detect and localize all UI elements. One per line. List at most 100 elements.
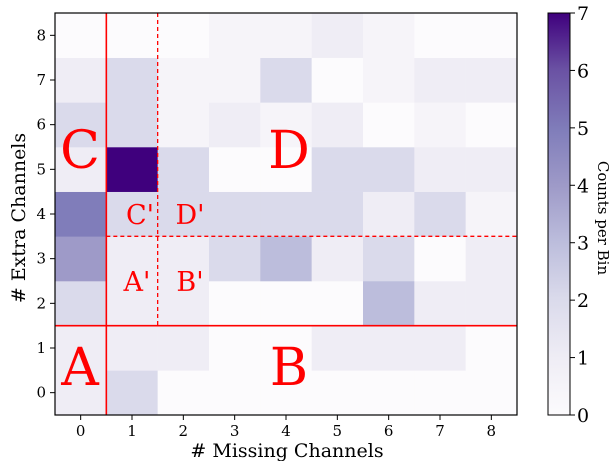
heatmap-cell <box>363 57 415 103</box>
heatmap-cell <box>363 191 415 237</box>
y-axis-ticks: 0 1 2 3 4 5 6 7 8 <box>36 26 55 402</box>
colorbar-tick-label: 6 <box>577 60 589 82</box>
colorbar <box>547 12 571 416</box>
region-label-c: C <box>60 121 100 181</box>
heatmap-cell <box>465 236 518 282</box>
colorbar-tick-label: 3 <box>577 233 589 255</box>
heatmap-cell <box>209 281 261 326</box>
heatmap-cell <box>311 57 364 103</box>
heatmap-cell <box>209 147 261 192</box>
heatmap-cell <box>209 57 261 103</box>
heatmap-cell <box>106 281 158 326</box>
heatmap-cell <box>414 370 466 416</box>
heatmap-cell <box>209 236 261 282</box>
y-tick-label: 7 <box>36 71 46 89</box>
heatmap-cell <box>465 57 518 103</box>
colorbar-tick-label: 4 <box>577 175 589 197</box>
colorbar-tick-label: 7 <box>577 3 589 25</box>
y-tick-label: 5 <box>36 160 46 178</box>
colorbar-tick-label: 0 <box>577 405 589 427</box>
heatmap-cell <box>414 147 466 192</box>
heatmap-cell <box>55 13 107 58</box>
heatmap-cell <box>209 102 261 148</box>
heatmap-cell <box>363 281 415 326</box>
y-tick-label: 1 <box>36 339 46 357</box>
heatmap-cell <box>55 191 107 237</box>
heatmap-cell <box>106 191 158 237</box>
x-axis-ticks: 0 1 2 3 4 5 6 7 8 <box>76 415 496 440</box>
colorbar-tick-label: 1 <box>577 348 589 370</box>
heatmap-cell <box>465 147 518 192</box>
heatmap-cell <box>363 147 415 192</box>
heatmap-cell <box>465 281 518 326</box>
heatmap-cell <box>157 102 210 148</box>
colorbar-tick-label: 5 <box>577 118 589 140</box>
heatmap-cell <box>106 236 158 282</box>
heatmap-cell <box>157 325 210 371</box>
heatmap-cell <box>209 325 261 371</box>
heatmap-cell <box>311 281 364 326</box>
heatmap-cell <box>311 236 364 282</box>
heatmap-cell <box>55 370 107 416</box>
region-dividers <box>55 13 517 415</box>
colorbar-label: Counts per Bin <box>594 161 611 276</box>
heatmap-cell <box>260 236 312 282</box>
heatmap-cell <box>260 325 312 371</box>
region-label-d-prime: D' <box>175 200 204 231</box>
heatmap-cell <box>414 13 466 58</box>
x-tick-label: 3 <box>230 422 240 440</box>
heatmap-cell <box>363 370 415 416</box>
heatmap-cell <box>311 13 364 58</box>
region-label-a-prime: A' <box>123 267 151 298</box>
x-tick-label: 0 <box>76 422 86 440</box>
y-tick-label: 4 <box>36 205 46 223</box>
heatmap-cell <box>363 325 415 371</box>
heatmap-cell <box>311 102 364 148</box>
heatmap-cell <box>414 325 466 371</box>
heatmap-cell <box>465 13 518 58</box>
y-tick-label: 2 <box>36 294 46 312</box>
heatmap-cell <box>106 325 158 371</box>
heatmap-cell <box>260 13 312 58</box>
heatmap-cell <box>157 57 210 103</box>
y-tick-label: 8 <box>36 26 46 44</box>
colorbar-ticks: 0 1 2 3 4 5 6 7 <box>570 3 589 427</box>
heatmap-cell <box>55 57 107 103</box>
heatmap-cell <box>157 281 210 326</box>
heatmap-cell <box>363 236 415 282</box>
x-tick-label: 6 <box>384 422 394 440</box>
region-label-b: B <box>270 338 308 398</box>
heatmap-cell <box>363 102 415 148</box>
heatmap-cell <box>106 57 158 103</box>
x-tick-label: 5 <box>333 422 343 440</box>
x-tick-label: 4 <box>281 422 291 440</box>
heatmap-cell <box>414 102 466 148</box>
heatmap-cell <box>414 281 466 326</box>
heatmap-cell <box>414 236 466 282</box>
heatmap-cell <box>157 13 210 58</box>
heatmap-cell <box>260 57 312 103</box>
heatmap-cell <box>311 370 364 416</box>
heatmap-cell <box>363 13 415 58</box>
heatmap-cell <box>106 102 158 148</box>
x-tick-label: 7 <box>435 422 445 440</box>
y-tick-label: 3 <box>36 250 46 268</box>
heatmap-cell <box>311 325 364 371</box>
heatmap-cell <box>209 191 261 237</box>
heatmap-cell <box>465 191 518 237</box>
heatmap-cell <box>311 191 364 237</box>
heatmap-cell <box>465 102 518 148</box>
heatmap-cell <box>55 236 107 282</box>
heatmap-cell <box>55 325 107 371</box>
heatmap-cell <box>260 281 312 326</box>
heatmap-cell <box>260 102 312 148</box>
colorbar-tick-label: 2 <box>577 290 589 312</box>
heatmap-cell <box>260 370 312 416</box>
heatmap-cell <box>209 370 261 416</box>
x-tick-label: 2 <box>179 422 189 440</box>
heatmap-cell <box>414 57 466 103</box>
heatmap-cell <box>106 13 158 58</box>
heatmap-cells <box>55 13 518 416</box>
y-tick-label: 6 <box>36 116 46 134</box>
